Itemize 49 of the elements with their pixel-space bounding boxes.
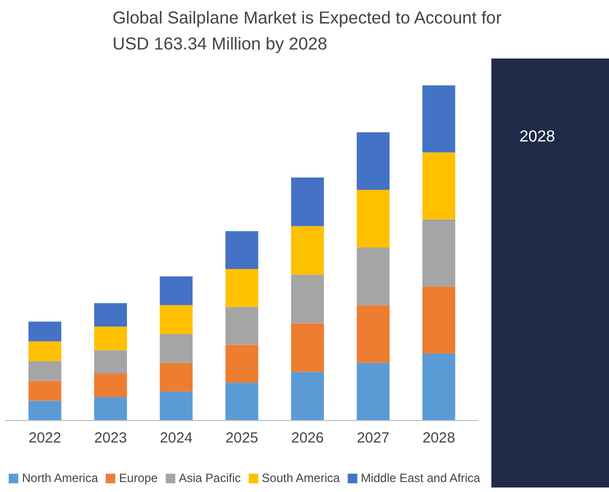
bar xyxy=(291,372,324,420)
bar xyxy=(291,274,324,324)
bar xyxy=(160,276,193,306)
bar xyxy=(160,334,193,363)
legend-label: Middle East and Africa xyxy=(360,471,480,485)
legend-label: South America xyxy=(262,471,340,485)
bar xyxy=(225,344,258,383)
bar xyxy=(160,362,193,392)
bar xyxy=(356,190,390,248)
x-tick-label: 2028 xyxy=(422,430,456,446)
bar xyxy=(291,323,324,372)
legend-label: Asia Pacific xyxy=(178,471,241,485)
bar xyxy=(160,392,193,420)
x-tick-label: 2024 xyxy=(160,430,193,446)
bar xyxy=(225,231,258,269)
bar xyxy=(291,226,324,275)
bar xyxy=(28,400,62,420)
x-tick-label: 2026 xyxy=(291,430,324,446)
bar xyxy=(94,397,127,420)
x-tick-label: 2027 xyxy=(356,430,390,446)
bar xyxy=(28,361,62,381)
bar xyxy=(28,380,62,401)
bar xyxy=(356,132,390,190)
bar xyxy=(422,353,456,420)
bar xyxy=(356,305,390,363)
bar xyxy=(225,382,258,420)
bar xyxy=(356,362,390,420)
legend-label: North America xyxy=(22,471,98,485)
chart-title: Global Sailplane Market is Expected to Account for USD 163.34 Million by 2028 xyxy=(112,8,502,54)
bar xyxy=(422,152,456,220)
bar xyxy=(160,305,193,334)
bar xyxy=(94,350,127,374)
bar xyxy=(28,322,62,342)
bar xyxy=(94,374,127,398)
bar xyxy=(225,306,258,345)
bar xyxy=(422,219,456,286)
bar xyxy=(422,286,456,354)
x-tick-label: 2022 xyxy=(28,430,62,446)
bar xyxy=(94,326,127,350)
legend-label: Europe xyxy=(119,471,158,485)
bar xyxy=(291,177,324,226)
x-tick-label: 2023 xyxy=(94,430,127,446)
bar xyxy=(422,85,456,152)
bar xyxy=(225,268,258,307)
x-tick-label: 2025 xyxy=(226,430,258,446)
text: 2028 xyxy=(519,128,556,146)
bar xyxy=(94,303,127,327)
bar xyxy=(356,248,390,306)
bar xyxy=(28,341,62,362)
